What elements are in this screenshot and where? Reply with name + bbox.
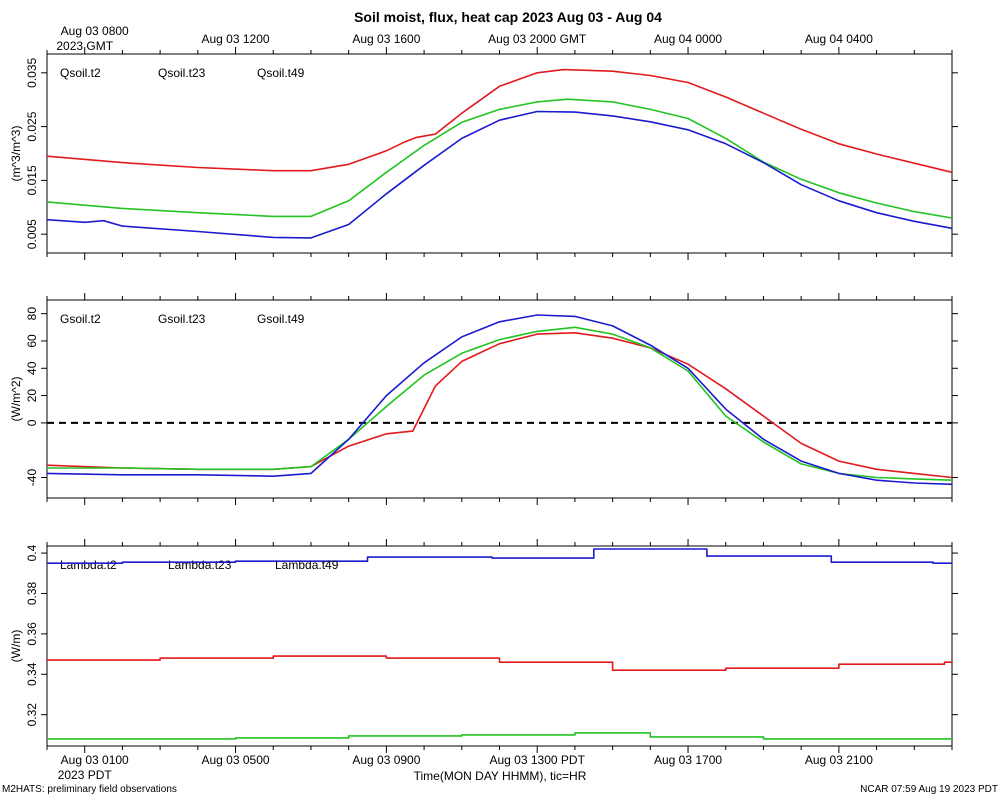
legend-lambda-t2: Lambda.t2 (60, 558, 117, 572)
chart-title: Soil moist, flux, heat cap 2023 Aug 03 -… (354, 9, 662, 25)
bottom-tick-label: Aug 03 2100 (805, 753, 873, 767)
top-tick-label: Aug 04 0000 (654, 32, 722, 46)
series-line-lambda-t23 (47, 732, 952, 740)
bottom-tick-label: Aug 03 0100 (61, 753, 129, 767)
top-tick-label: Aug 04 0400 (805, 32, 873, 46)
panel-frame (46, 53, 953, 254)
y-tick-label: 0.005 (25, 219, 39, 249)
series-line-lambda-t2 (47, 655, 952, 671)
panels: 0.005 0.015 0.025 0.035 (m^3/m^3) Qsoil.t2 Qso… (9, 47, 958, 753)
bottom-tick-label: Aug 03 1700 (654, 753, 722, 767)
footer-right: NCAR 07:59 Aug 19 2023 PDT (860, 784, 998, 795)
legend-gsoil-t23: Gsoil.t23 (158, 312, 206, 326)
series-line-qsoil-t23 (46, 98, 953, 219)
panel-frame (46, 545, 953, 747)
legend-lambda-t49: Lambda.t49 (275, 558, 339, 572)
bottom-tick-label: Aug 03 0500 (202, 753, 270, 767)
top-tick-label: Aug 03 1200 (202, 32, 270, 46)
bottom-tick-label: Aug 03 1300 PDT (490, 753, 586, 767)
y-tick-label: 0.32 (25, 703, 39, 727)
panel-3: 0.32 0.34 0.36 0.38 0.4 (W/m) Lambda.t2 Lambda.… (9, 539, 958, 753)
bottom-tick-label: Aug 03 0900 (352, 753, 420, 767)
series-line-lambda-t49 (47, 548, 952, 564)
y-tick-label: 0.015 (25, 165, 39, 195)
y-axis-label: (m^3/m^3) (9, 126, 23, 182)
series-line-gsoil-t2 (46, 332, 953, 479)
top-tick-label: Aug 03 0800 (61, 24, 129, 38)
series-line-qsoil-t49 (46, 110, 953, 239)
y-tick-label: 80 (25, 307, 39, 321)
y-tick-label: 0.035 (25, 57, 39, 87)
x-axis-label: Time(MON DAY HHMM), tic=HR (414, 769, 587, 783)
y-axis-label: (W/m) (9, 630, 23, 663)
y-axis-label: (W/m^2) (9, 377, 23, 422)
y-tick-label: 0.4 (25, 544, 39, 561)
panel-2: -40 0 20 40 60 80 (W/m^2) Gsoil.t2 Gsoil.t23 Gsoi… (9, 293, 958, 505)
y-tick-label: 20 (25, 389, 39, 403)
top-tick-label: Aug 03 2000 GMT (488, 32, 587, 46)
y-tick-label: 0.34 (25, 662, 39, 686)
y-tick-label: 0.025 (25, 111, 39, 141)
y-tick-label: 0 (25, 419, 39, 426)
legend-qsoil-t49: Qsoil.t49 (257, 66, 305, 80)
y-tick-label: 0.38 (25, 581, 39, 605)
panel-1: 0.005 0.015 0.025 0.035 (m^3/m^3) Qsoil.t2 Qso… (9, 47, 958, 260)
y-tick-label: 0.36 (25, 622, 39, 646)
legend-qsoil-t23: Qsoil.t23 (158, 66, 206, 80)
series-line-qsoil-t2 (46, 68, 953, 174)
y-tick-label: -40 (25, 469, 39, 487)
top-tick-label-year: 2023 GMT (56, 39, 113, 53)
legend-gsoil-t2: Gsoil.t2 (60, 312, 101, 326)
series-line-gsoil-t23 (47, 326, 953, 481)
bottom-tick-label-year: 2023 PDT (58, 768, 113, 782)
footer-left: M2HATS: preliminary field observations (2, 784, 177, 795)
y-tick-label: 60 (25, 334, 39, 348)
top-tick-label: Aug 03 1600 (352, 32, 420, 46)
series-line-gsoil-t49 (46, 314, 953, 486)
legend-lambda-t23: Lambda.t23 (168, 558, 232, 572)
legend-gsoil-t49: Gsoil.t49 (257, 312, 305, 326)
legend-qsoil-t2: Qsoil.t2 (60, 66, 101, 80)
y-tick-label: 40 (25, 361, 39, 375)
